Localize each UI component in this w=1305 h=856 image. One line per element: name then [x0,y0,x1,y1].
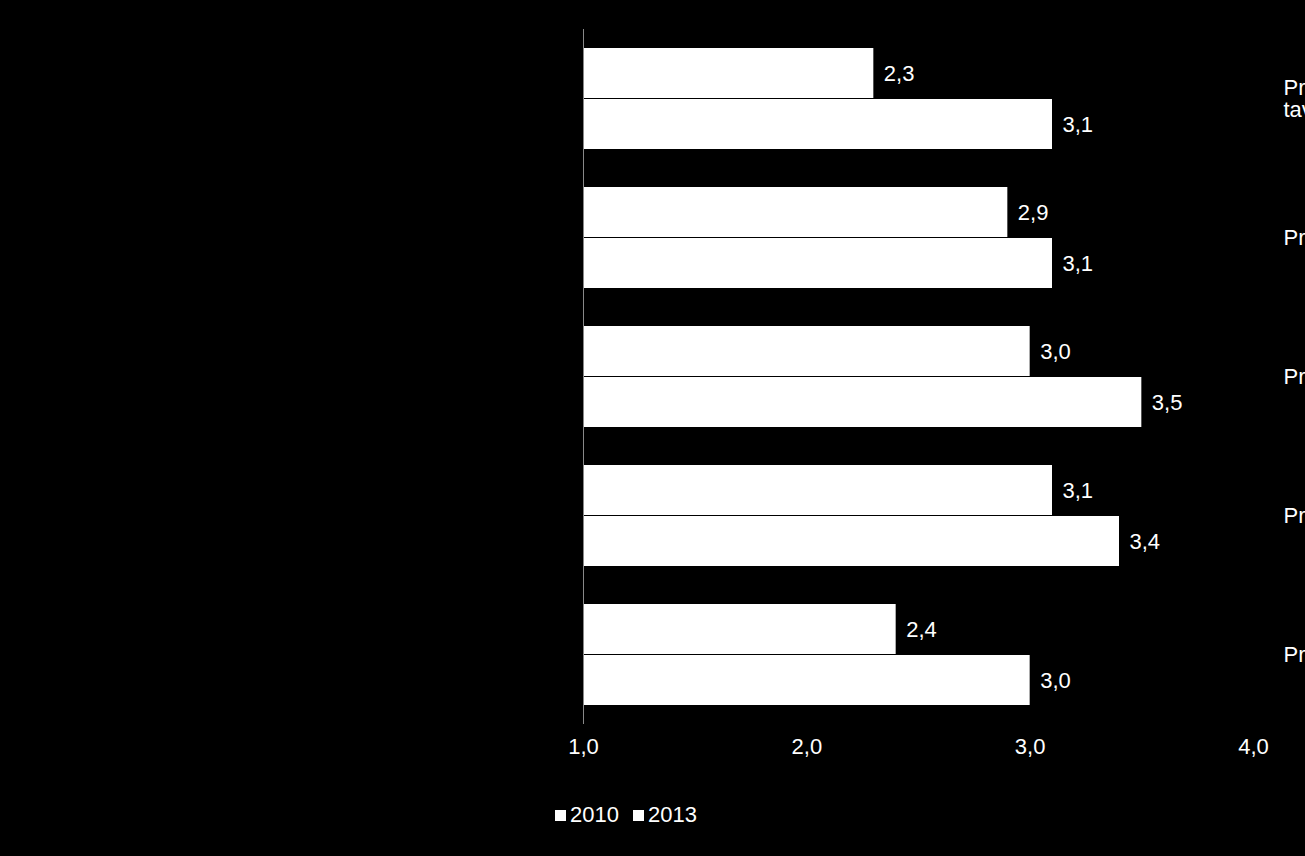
svg-text:3,5: 3,5 [1152,390,1183,415]
svg-text:3,1: 3,1 [1063,112,1094,137]
svg-text:3,1: 3,1 [1063,478,1094,503]
svg-text:Projektin taloudellisten resur: Projektin taloudellisten resurssien kohd… [1284,75,1305,122]
svg-text:4,0: 4,0 [1238,734,1269,759]
svg-text:2,4: 2,4 [906,617,937,642]
svg-text:Projektihenkilöstön ammattitai: Projektihenkilöstön ammattitaito [1284,364,1305,389]
html-text:2010: 2010 [570,802,619,827]
svg-text:2,0: 2,0 [792,734,823,759]
svg-text:3,4: 3,4 [1130,529,1161,554]
svg-text:Projektihenkilöstön keskinäine: Projektihenkilöstön keskinäinen yhteisty… [1284,503,1305,528]
svg-text:3,0: 3,0 [1040,668,1071,693]
svg-text:1,0: 1,0 [568,734,599,759]
svg-text:Projektihenkilöstön riittävyys: Projektihenkilöstön riittävyys [1284,225,1305,250]
svg-text:3,0: 3,0 [1015,734,1046,759]
svg-text:3,0: 3,0 [1040,339,1071,364]
svg-text:3,1: 3,1 [1063,251,1094,276]
svg-text:2,3: 2,3 [884,61,915,86]
html-text:2013: 2013 [648,802,697,827]
svg-text:Projektihenkilöstön työssäjaks: Projektihenkilöstön työssäjaksamisen huo… [1284,642,1305,667]
svg-text:2,9: 2,9 [1018,200,1049,225]
